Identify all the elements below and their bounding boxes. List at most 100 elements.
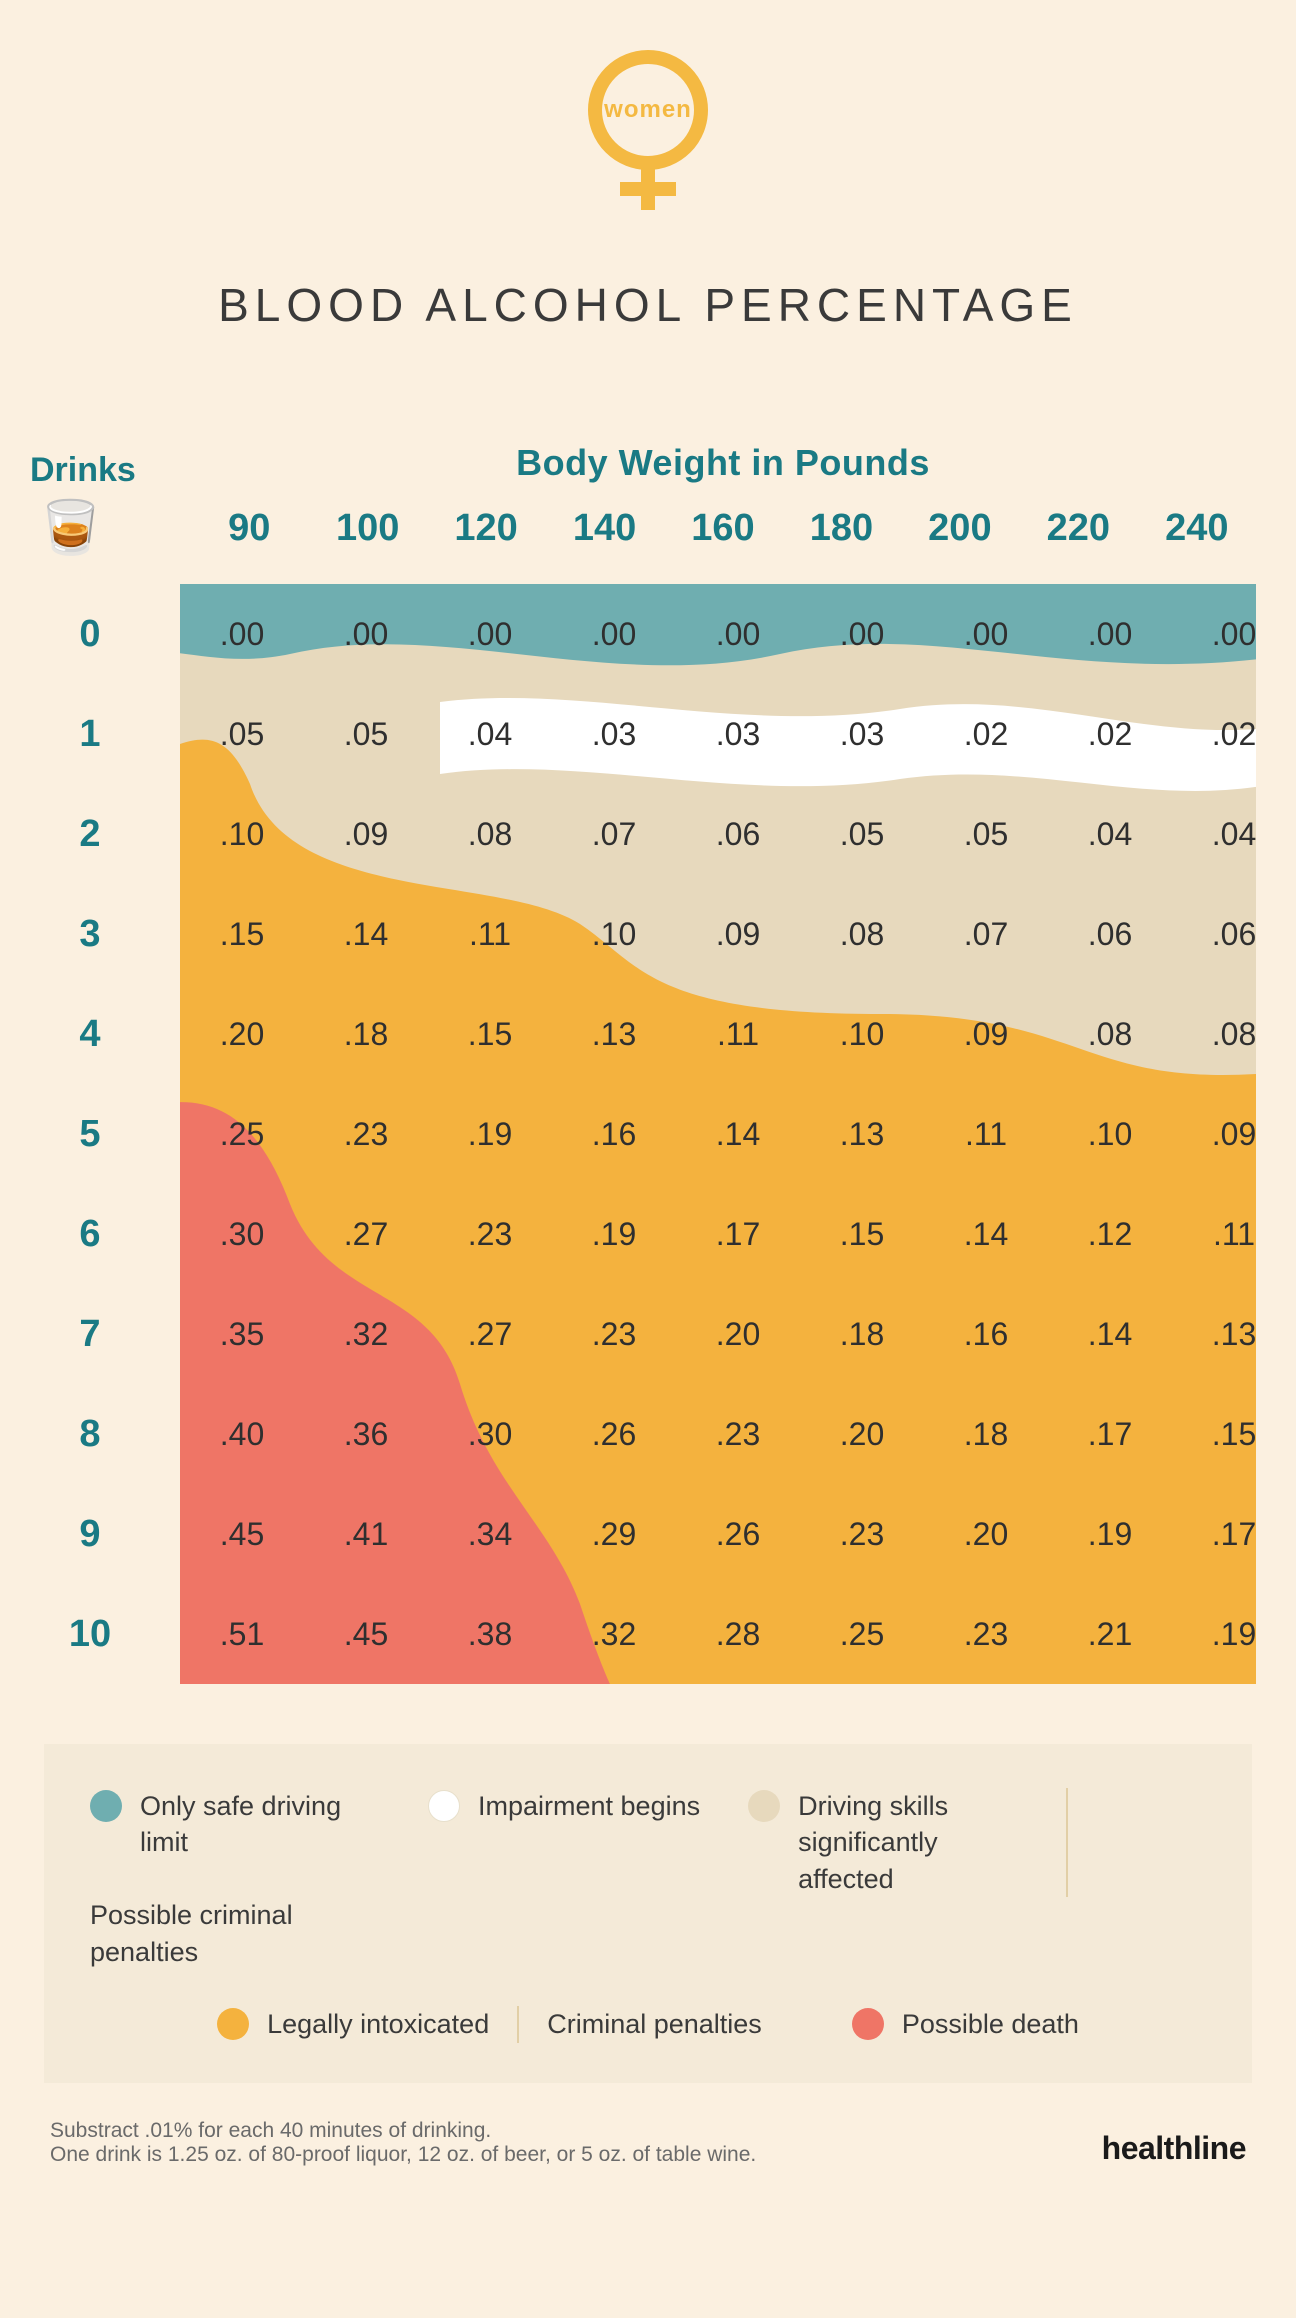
bac-cell: .08 (1172, 984, 1296, 1084)
drinks-cell: 7 (0, 1284, 180, 1384)
bac-cell: .11 (924, 1084, 1048, 1184)
drinks-cell: 8 (0, 1384, 180, 1484)
bac-cell: .13 (800, 1084, 924, 1184)
bac-cell: .34 (428, 1484, 552, 1584)
bac-cell: .38 (428, 1584, 552, 1684)
bac-cell: .19 (552, 1184, 676, 1284)
bac-cell: .17 (676, 1184, 800, 1284)
bac-cell: .00 (180, 584, 304, 684)
bac-cell: .14 (304, 884, 428, 984)
bac-cell: .14 (1048, 1284, 1172, 1384)
table-row: 7.35.32.27.23.20.18.16.14.13 (0, 1284, 1296, 1384)
table-row: 5.25.23.19.16.14.13.11.10.09 (0, 1084, 1296, 1184)
legend-safe: Only safe driving limit (90, 1788, 380, 1861)
table-row: 6.30.27.23.19.17.15.14.12.11 (0, 1184, 1296, 1284)
bac-cell: .09 (924, 984, 1048, 1084)
bac-cell: .04 (428, 684, 552, 784)
bac-cell: .11 (428, 884, 552, 984)
bac-cell: .13 (1172, 1284, 1296, 1384)
bac-cell: .30 (180, 1184, 304, 1284)
table-row: 4.20.18.15.13.11.10.09.08.08 (0, 984, 1296, 1084)
bac-cell: .23 (304, 1084, 428, 1184)
footer: Substract .01% for each 40 minutes of dr… (0, 2083, 1296, 2167)
bac-cell: .23 (924, 1584, 1048, 1684)
bac-cell: .26 (676, 1484, 800, 1584)
bac-cell: .32 (304, 1284, 428, 1384)
legend-criminal: Criminal penalties (547, 2006, 762, 2042)
bac-cell: .15 (1172, 1384, 1296, 1484)
bac-cell: .05 (924, 784, 1048, 884)
bac-cell: .30 (428, 1384, 552, 1484)
bac-cell: .08 (1048, 984, 1172, 1084)
header: women BLOOD ALCOHOL PERCENTAGE (0, 40, 1296, 332)
bac-cell: .05 (304, 684, 428, 784)
table-row: 9.45.41.34.29.26.23.20.19.17 (0, 1484, 1296, 1584)
bac-cell: .19 (428, 1084, 552, 1184)
brand-logo: healthline (1102, 2130, 1246, 2167)
bac-cell: .11 (676, 984, 800, 1084)
bac-cell: .05 (180, 684, 304, 784)
table-row: 2.10.09.08.07.06.05.05.04.04 (0, 784, 1296, 884)
bac-cell: .21 (1048, 1584, 1172, 1684)
bac-cell: .16 (924, 1284, 1048, 1384)
legend-death: Possible death (852, 2006, 1079, 2042)
bac-cell: .40 (180, 1384, 304, 1484)
bac-cell: .04 (1172, 784, 1296, 884)
table-row: 8.40.36.30.26.23.20.18.17.15 (0, 1384, 1296, 1484)
bac-cell: .23 (428, 1184, 552, 1284)
bac-cell: .00 (304, 584, 428, 684)
legend: Only safe driving limit Impairment begin… (44, 1744, 1252, 2083)
bac-cell: .06 (1048, 884, 1172, 984)
bac-cell: .15 (800, 1184, 924, 1284)
drinks-cell: 9 (0, 1484, 180, 1584)
weight-header-cell: 100 (308, 507, 426, 550)
drinks-cell: 5 (0, 1084, 180, 1184)
bac-cell: .03 (800, 684, 924, 784)
bac-cell: .10 (800, 984, 924, 1084)
bac-cell: .14 (924, 1184, 1048, 1284)
body-weight-label: Body Weight in Pounds (190, 442, 1256, 484)
bac-cell: .00 (676, 584, 800, 684)
weight-header-cell: 140 (545, 507, 663, 550)
bac-cell: .00 (800, 584, 924, 684)
bac-cell: .08 (428, 784, 552, 884)
bac-cell: .41 (304, 1484, 428, 1584)
weight-header-cell: 90 (190, 507, 308, 550)
footnote-2: One drink is 1.25 oz. of 80-proof liquor… (50, 2143, 756, 2167)
bac-cell: .20 (676, 1284, 800, 1384)
bac-cell: .15 (180, 884, 304, 984)
bac-cell: .00 (1048, 584, 1172, 684)
bac-cell: .02 (1172, 684, 1296, 784)
bac-cell: .20 (180, 984, 304, 1084)
bac-cell: .20 (800, 1384, 924, 1484)
drinks-cell: 10 (0, 1584, 180, 1684)
bac-cell: .11 (1172, 1184, 1296, 1284)
bac-cell: .02 (924, 684, 1048, 784)
bac-cell: .15 (428, 984, 552, 1084)
bac-cell: .27 (428, 1284, 552, 1384)
bac-cell: .06 (676, 784, 800, 884)
bac-cell: .19 (1172, 1584, 1296, 1684)
weight-header-cell: 240 (1138, 507, 1256, 550)
bac-cell: .17 (1048, 1384, 1172, 1484)
bac-cell: .08 (800, 884, 924, 984)
bac-cell: .03 (676, 684, 800, 784)
table-row: 10.51.45.38.32.28.25.23.21.19 (0, 1584, 1296, 1684)
bac-cell: .10 (180, 784, 304, 884)
bac-cell: .27 (304, 1184, 428, 1284)
women-symbol-icon: women (578, 50, 718, 250)
symbol-label: women (588, 50, 708, 170)
bac-cell: .00 (428, 584, 552, 684)
bac-cell: .23 (676, 1384, 800, 1484)
drinks-label: Drinks (10, 451, 190, 490)
weight-header-cell: 180 (782, 507, 900, 550)
bac-cell: .45 (304, 1584, 428, 1684)
bac-cell: .19 (1048, 1484, 1172, 1584)
drinks-cell: 3 (0, 884, 180, 984)
bac-cell: .28 (676, 1584, 800, 1684)
legend-intoxicated: Legally intoxicated (217, 2006, 489, 2042)
column-header-area: Drinks Body Weight in Pounds (0, 442, 1296, 490)
bac-cell: .18 (304, 984, 428, 1084)
weight-header-cell: 160 (664, 507, 782, 550)
bac-cell: .05 (800, 784, 924, 884)
